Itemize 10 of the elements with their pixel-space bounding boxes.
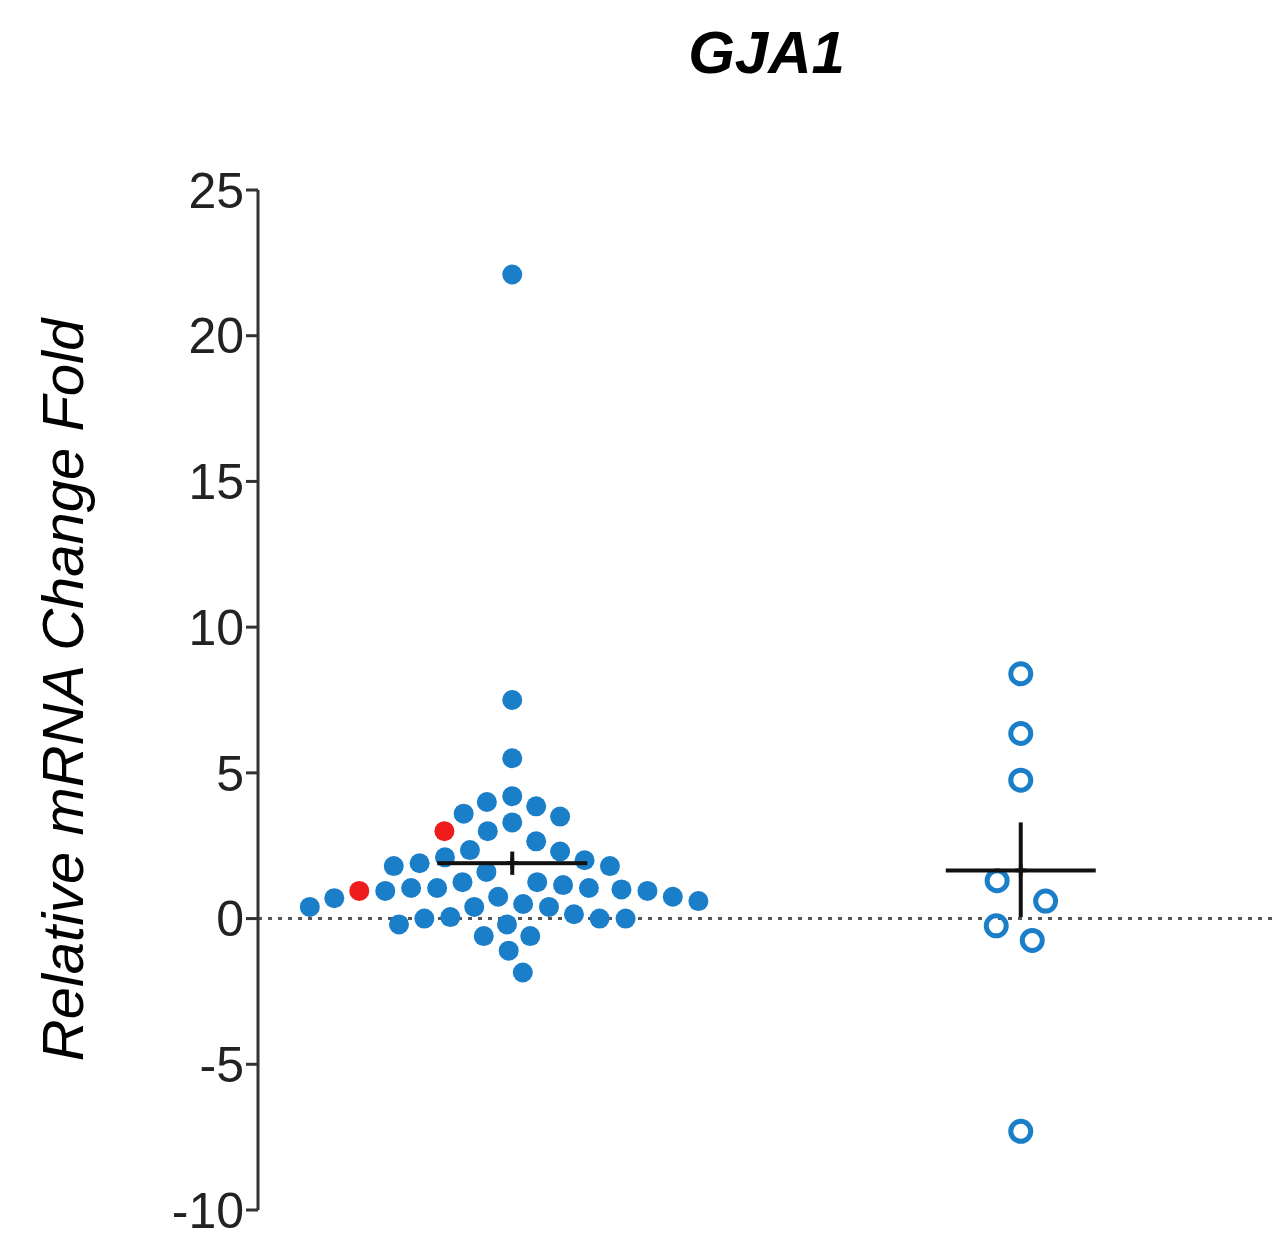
y-axis-title: Relative mRNA Change Fold	[28, 318, 96, 1062]
y-tick-label: 10	[188, 599, 244, 656]
y-tick-label: 20	[188, 308, 244, 365]
y-tick-label: -5	[199, 1037, 244, 1094]
y-tick-label: 0	[216, 891, 244, 948]
chart-title: GJA1	[687, 18, 846, 87]
y-tick-label: -10	[171, 1182, 244, 1239]
y-tick-label: 5	[216, 745, 244, 802]
y-tick-label: 25	[188, 162, 244, 219]
y-tick-label: 15	[188, 454, 244, 511]
